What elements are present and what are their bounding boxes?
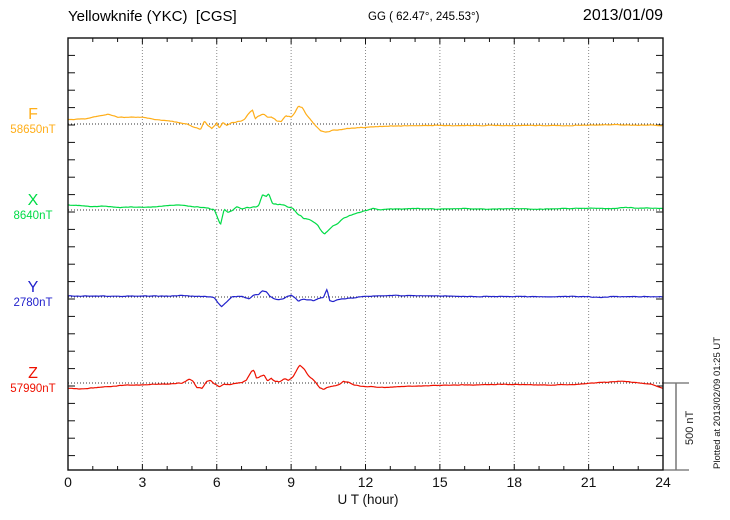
channel-baseline-X: 8640nT (13, 210, 53, 222)
scalebar-label: 500 nT (684, 410, 696, 445)
x-tick-label: 12 (357, 474, 374, 490)
channel-baseline-F: 58650nT (10, 124, 56, 136)
x-tick-label: 9 (287, 474, 296, 490)
channel-letter-F: F (28, 106, 38, 123)
channel-label-Z: Z 57990nT (4, 365, 62, 396)
channel-letter-Z: Z (28, 365, 38, 382)
trace-Y (67, 288, 664, 308)
channel-label-X: X 8640nT (4, 192, 62, 223)
channel-baseline-Z: 57990nT (10, 383, 56, 395)
x-tick-label: 15 (432, 474, 448, 490)
channel-baseline-Y: 2780nT (13, 297, 53, 309)
x-tick-label: 3 (138, 474, 147, 490)
x-tick-label: 24 (655, 474, 671, 490)
plotted-at-note: Plotted at 2013/02/09 01:25 UT (712, 336, 723, 469)
channel-letter-X: X (27, 192, 39, 209)
x-tick-label: 6 (212, 474, 221, 490)
plot-frame (67, 37, 664, 471)
channel-label-Y: Y 2780nT (4, 279, 62, 310)
trace-X (67, 193, 663, 235)
channel-letter-Y: Y (27, 279, 39, 296)
station-title: Yellowknife (YKC) [CGS] (68, 8, 237, 25)
trace-F (67, 105, 663, 133)
x-tick-label: 18 (506, 474, 523, 490)
plot-date: 2013/01/09 (582, 7, 663, 24)
trace-Z (68, 364, 664, 390)
x-axis-title: U T (hour) (337, 492, 399, 507)
x-tick-label: 21 (580, 474, 597, 490)
x-tick-label: 0 (64, 474, 72, 490)
channel-label-F: F 58650nT (4, 106, 62, 137)
gg-coordinates: GG ( 62.47°, 245.53°) (368, 11, 480, 23)
